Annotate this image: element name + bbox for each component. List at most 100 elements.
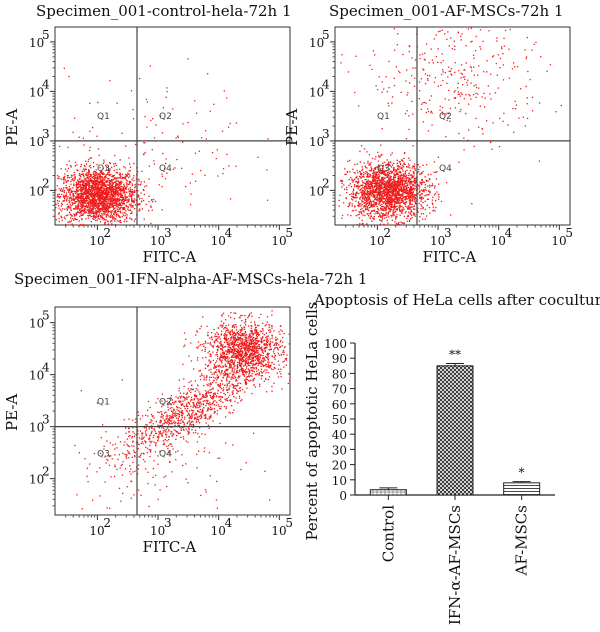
event-dot (396, 187, 398, 190)
event-dot (399, 214, 401, 216)
event-dot (121, 204, 123, 207)
event-dot (413, 200, 415, 202)
event-dot (380, 198, 382, 200)
event-dot (190, 193, 192, 195)
event-dot (400, 188, 402, 190)
event-dot (162, 152, 164, 155)
event-dot (84, 168, 87, 170)
event-dot (402, 209, 404, 211)
event-dot (153, 163, 155, 165)
event-dot (88, 158, 90, 161)
event-dot (74, 174, 76, 176)
event-dot (75, 198, 77, 200)
event-dot (140, 181, 142, 183)
event-dot (352, 193, 355, 195)
event-dot (364, 214, 366, 217)
event-dot (388, 163, 391, 166)
event-dot (364, 186, 366, 188)
event-dot (98, 181, 101, 184)
event-dot (194, 100, 196, 102)
event-dot (102, 198, 104, 200)
event-dot (131, 184, 133, 187)
event-dot (372, 175, 374, 177)
event-dot (412, 171, 415, 173)
event-dot (421, 172, 423, 174)
event-dot (119, 216, 121, 218)
event-dot (97, 203, 100, 205)
event-dot (75, 184, 77, 186)
event-dot (120, 180, 122, 182)
event-dot (369, 204, 371, 206)
event-dot (531, 96, 534, 98)
event-dot (434, 185, 436, 187)
event-dot (387, 198, 389, 200)
event-dot (360, 174, 362, 176)
event-dot (353, 178, 356, 181)
event-dot (82, 213, 84, 215)
event-dot (363, 190, 366, 192)
event-dot (366, 171, 368, 174)
event-dot (123, 192, 125, 194)
event-dot (503, 45, 505, 47)
event-dot (113, 191, 115, 194)
event-dot (391, 206, 393, 208)
event-dot (428, 189, 430, 192)
event-dot (414, 185, 416, 187)
event-dot (111, 181, 113, 183)
event-dot (85, 163, 87, 165)
event-dot (349, 159, 351, 162)
event-dot (87, 180, 89, 182)
event-dot (89, 214, 92, 217)
event-dot (70, 209, 72, 212)
event-dot (98, 182, 101, 184)
event-dot (369, 164, 372, 166)
event-dot (388, 211, 390, 213)
event-dot (87, 190, 89, 192)
event-dot (108, 182, 110, 184)
event-dot (84, 208, 86, 210)
event-dot (426, 74, 429, 77)
event-dot (351, 210, 354, 212)
event-dot (278, 344, 280, 346)
event-dot (389, 180, 391, 182)
event-dot (118, 184, 120, 186)
quadrant-label: Q1 (97, 112, 110, 122)
event-dot (118, 173, 121, 176)
event-dot (406, 220, 409, 222)
event-dot (104, 189, 106, 192)
event-dot (396, 205, 398, 207)
event-dot (384, 213, 386, 216)
event-dot (365, 188, 367, 190)
event-dot (82, 202, 84, 204)
event-dot (377, 203, 380, 205)
event-dot (560, 104, 562, 107)
event-dot (395, 195, 397, 197)
event-dot (422, 197, 424, 199)
event-dot (115, 202, 117, 204)
event-dot (353, 185, 356, 187)
event-dot (113, 165, 115, 167)
event-dot (360, 211, 362, 214)
event-dot (373, 180, 375, 182)
event-dot (82, 180, 85, 183)
event-dot (387, 102, 389, 104)
event-dot (89, 173, 91, 175)
event-dot (79, 184, 81, 186)
event-dot (365, 207, 367, 210)
event-dot (376, 202, 378, 205)
event-dot (68, 177, 70, 179)
event-dot (77, 182, 80, 185)
event-dot (404, 186, 406, 188)
event-dot (396, 163, 398, 165)
event-dot (140, 192, 142, 194)
event-dot (395, 202, 398, 204)
event-dot (394, 205, 396, 207)
event-dot (84, 200, 87, 202)
event-dot (412, 67, 414, 69)
event-dot (97, 173, 100, 175)
event-dot (138, 203, 141, 206)
event-dot (478, 87, 480, 89)
event-dot (424, 208, 426, 211)
event-dot (249, 355, 252, 357)
event-dot (123, 190, 126, 192)
